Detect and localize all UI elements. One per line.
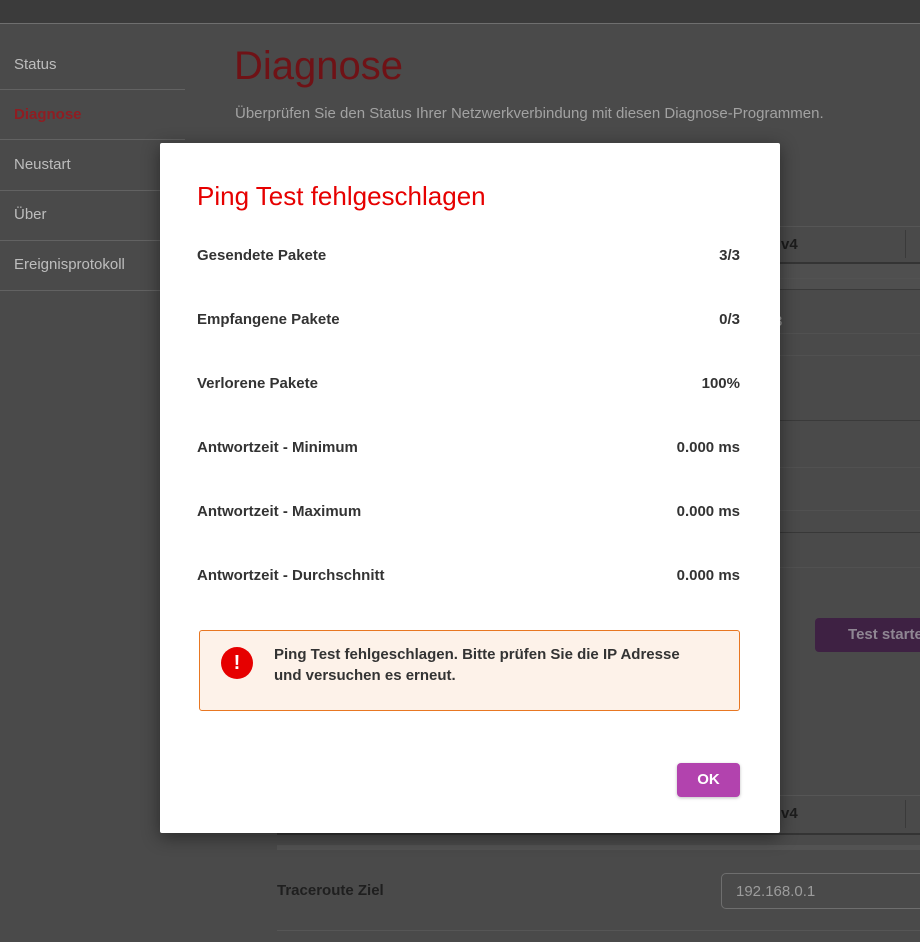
error-alert-text: Ping Test fehlgeschlagen. Bitte prüfen S… bbox=[274, 646, 680, 684]
result-row-avg: Antwortzeit - Durchschnitt 0.000 ms bbox=[197, 567, 740, 589]
exclamation-icon: ! bbox=[221, 647, 253, 679]
divider bbox=[905, 800, 906, 828]
error-alert: ! Ping Test fehlgeschlagen. Bitte prüfen… bbox=[199, 630, 740, 711]
ok-button[interactable]: OK bbox=[677, 763, 740, 797]
result-row-lost: Verlorene Pakete 100% bbox=[197, 375, 740, 397]
result-label: Antwortzeit - Durchschnitt bbox=[197, 567, 385, 584]
tab-ipv4-traceroute[interactable]: v4 bbox=[781, 805, 798, 822]
result-label: Antwortzeit - Minimum bbox=[197, 439, 358, 456]
result-label: Verlorene Pakete bbox=[197, 375, 318, 392]
result-value: 0.000 ms bbox=[676, 567, 740, 584]
divider bbox=[0, 190, 185, 191]
divider bbox=[0, 139, 185, 140]
divider bbox=[277, 833, 920, 835]
dialog-title: Ping Test fehlgeschlagen bbox=[197, 181, 486, 211]
top-header-bar bbox=[0, 0, 920, 24]
result-row-max: Antwortzeit - Maximum 0.000 ms bbox=[197, 503, 740, 525]
page-subtitle: Überprüfen Sie den Status Ihrer Netzwerk… bbox=[235, 105, 824, 122]
traceroute-target-input[interactable] bbox=[721, 873, 920, 909]
sidebar-item-diagnose[interactable]: Diagnose bbox=[14, 106, 82, 123]
sidebar-item-ereignisprotokoll[interactable]: Ereignisprotokoll bbox=[14, 256, 125, 273]
result-value: 3/3 bbox=[719, 247, 740, 264]
sidebar: Status Diagnose Neustart Über Ereignispr… bbox=[0, 24, 185, 942]
divider bbox=[0, 240, 185, 241]
result-row-sent: Gesendete Pakete 3/3 bbox=[197, 247, 740, 269]
traceroute-target-label: Traceroute Ziel bbox=[277, 882, 384, 899]
divider bbox=[0, 290, 185, 291]
tab-ipv4-ping[interactable]: v4 bbox=[781, 236, 798, 253]
result-label: Empfangene Pakete bbox=[197, 311, 340, 328]
divider bbox=[905, 230, 906, 258]
result-row-received: Empfangene Pakete 0/3 bbox=[197, 311, 740, 333]
sidebar-item-ueber[interactable]: Über bbox=[14, 206, 47, 223]
page-title: Diagnose bbox=[234, 44, 404, 88]
test-start-button[interactable]: Test starten bbox=[815, 618, 920, 652]
sidebar-item-neustart[interactable]: Neustart bbox=[14, 156, 71, 173]
result-value: 100% bbox=[701, 375, 740, 392]
result-value: 0.000 ms bbox=[676, 439, 740, 456]
ping-result-dialog: Ping Test fehlgeschlagen Gesendete Paket… bbox=[160, 143, 780, 833]
result-label: Gesendete Pakete bbox=[197, 247, 327, 264]
result-value: 0/3 bbox=[719, 311, 740, 328]
result-row-min: Antwortzeit - Minimum 0.000 ms bbox=[197, 439, 740, 461]
divider bbox=[0, 89, 185, 90]
divider bbox=[277, 845, 920, 850]
divider bbox=[277, 930, 920, 931]
sidebar-item-status[interactable]: Status bbox=[14, 56, 57, 73]
result-value: 0.000 ms bbox=[676, 503, 740, 520]
result-label: Antwortzeit - Maximum bbox=[197, 503, 362, 520]
